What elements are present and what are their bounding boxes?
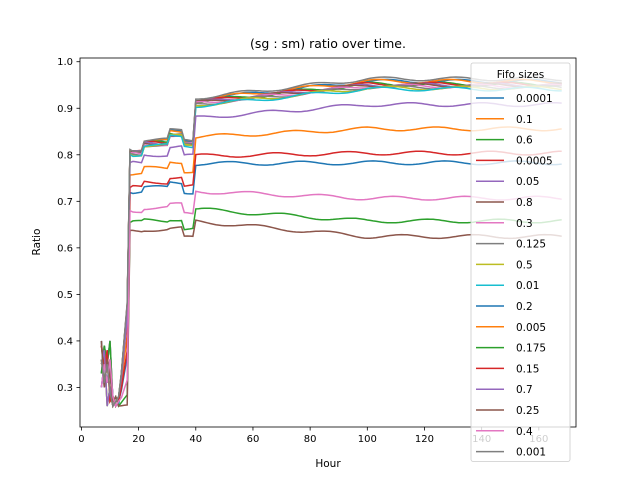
legend-label: 0.0005 xyxy=(516,155,553,167)
legend-label: 0.01 xyxy=(516,280,539,292)
legend-label: 0.05 xyxy=(516,176,539,188)
legend-label: 0.4 xyxy=(516,426,533,438)
x-tick-label: 20 xyxy=(132,434,145,445)
legend-label: 0.8 xyxy=(516,197,533,209)
legend-box xyxy=(470,62,571,462)
legend-label: 0.6 xyxy=(516,135,533,147)
legend-label: 0.0001 xyxy=(516,93,553,105)
legend-label: 0.5 xyxy=(516,259,533,271)
legend-label: 0.1 xyxy=(516,114,533,126)
y-tick-label: 0.6 xyxy=(57,243,73,254)
legend-title: Fifo sizes xyxy=(497,69,544,81)
x-tick-label: 40 xyxy=(189,434,202,445)
y-tick-label: 0.5 xyxy=(57,290,73,301)
x-tick-label: 0 xyxy=(78,434,84,445)
plot-frame xyxy=(79,57,577,428)
legend-label: 0.125 xyxy=(516,239,546,251)
legend-label: 0.15 xyxy=(516,363,539,375)
y-tick-label: 0.8 xyxy=(57,150,73,161)
y-tick-label: 0.9 xyxy=(57,104,73,115)
y-tick-label: 0.3 xyxy=(57,383,73,394)
legend-label: 0.7 xyxy=(516,384,533,396)
axes: 0204060801001201401600.30.40.50.60.70.80… xyxy=(57,57,577,445)
legend-label: 0.175 xyxy=(516,343,546,355)
legend: Fifo sizes 0.0001 0.1 0.6 0.0005 0.05 0.8 0.3 0.… xyxy=(470,62,571,462)
y-axis-label: Ratio xyxy=(31,229,43,256)
x-axis-label: Hour xyxy=(315,458,341,470)
legend-label: 0.001 xyxy=(516,447,546,459)
y-tick-label: 1.0 xyxy=(57,57,73,68)
chart-title: (sg : sm) ratio over time. xyxy=(250,36,406,51)
x-tick-label: 120 xyxy=(415,434,434,445)
legend-label: 0.25 xyxy=(516,405,539,417)
x-tick-label: 60 xyxy=(247,434,260,445)
x-tick-label: 100 xyxy=(358,434,377,445)
legend-label: 0.3 xyxy=(516,218,533,230)
y-tick-label: 0.7 xyxy=(57,197,73,208)
legend-label: 0.2 xyxy=(516,301,533,313)
y-tick-label: 0.4 xyxy=(57,336,73,347)
x-tick-label: 80 xyxy=(304,434,317,445)
legend-label: 0.005 xyxy=(516,322,546,334)
